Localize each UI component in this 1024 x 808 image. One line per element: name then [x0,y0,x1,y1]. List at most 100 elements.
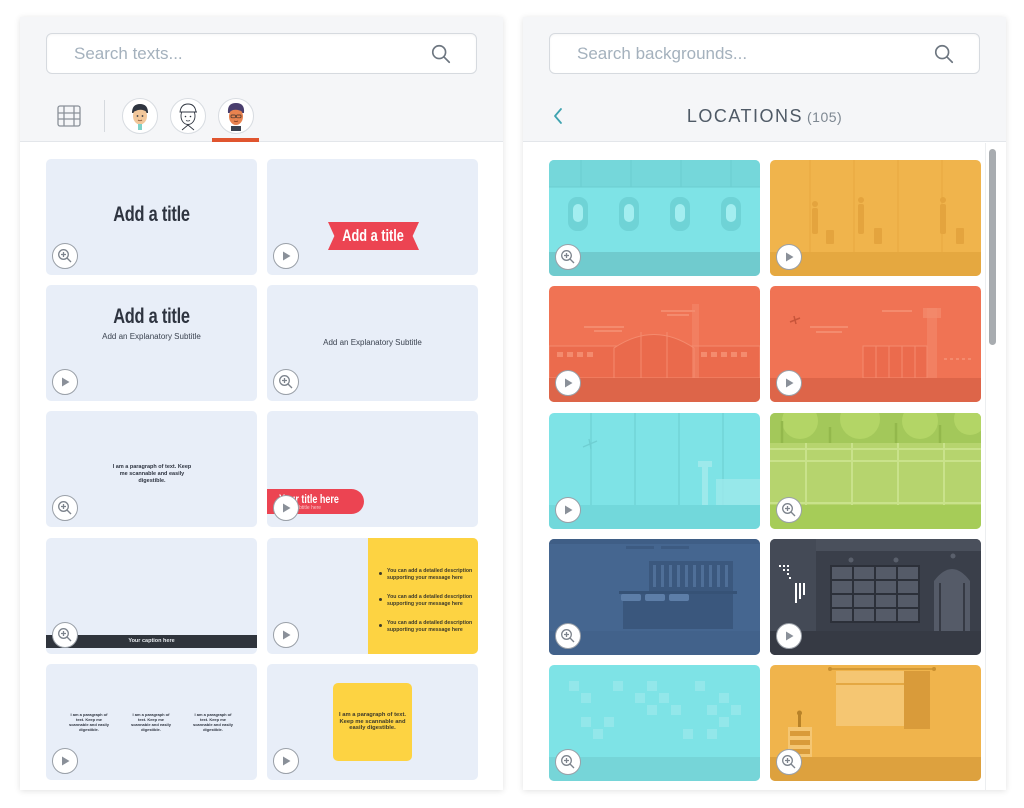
texts-panel: Add a title Add a title Add a title Add … [20,17,503,790]
play-button[interactable] [776,244,802,270]
play-icon [62,377,70,387]
zoom-in-icon [782,755,796,769]
play-icon [62,756,70,766]
background-card-tiled-wall[interactable] [549,665,760,781]
backgrounds-panel-header: LOCATIONS(105) [523,17,1006,142]
background-card-airport-travelers[interactable] [770,160,981,276]
play-button[interactable] [52,748,78,774]
zoom-in-icon [58,249,72,263]
bar-counter-illustration [549,539,760,655]
airport-travelers-illustration [770,160,981,276]
card-subtitle: Add an Explanatory Subtitle [102,332,201,341]
active-tab-indicator [212,138,259,142]
text-card-title-plain[interactable]: Add a title [46,159,257,275]
zoom-button[interactable] [555,623,581,649]
search-backgrounds-box[interactable] [549,33,980,74]
text-card-paragraph[interactable]: I am a paragraph of text. Keep me scanna… [46,411,257,527]
text-templates-grid: Add a title Add a title Add a title Add … [20,143,503,790]
text-card-three-paragraphs[interactable]: I am a paragraph of text. Keep me scanna… [46,664,257,780]
background-card-bar-counter[interactable] [549,539,760,655]
zoom-button[interactable] [52,622,78,648]
text-card-title-subtitle[interactable]: Add a title Add an Explanatory Subtitle [46,285,257,401]
card-title: Add a title [113,203,190,226]
texts-panel-header [20,17,503,142]
card-subtitle: Add an Explanatory Subtitle [323,338,422,347]
search-texts-input[interactable] [74,34,430,73]
scrollbar-thumb[interactable] [989,149,996,345]
play-icon [283,251,291,261]
background-card-dark-room[interactable] [770,539,981,655]
chevron-left-icon[interactable] [551,106,565,126]
bullet-item: You can add a detailed description suppo… [378,594,478,607]
zoom-in-icon [58,628,72,642]
tab-character-1[interactable] [122,98,158,134]
text-card-bullets[interactable]: You can add a detailed description suppo… [267,538,478,654]
caption-bar: Your caption here [46,635,257,648]
card-paragraph: I am a paragraph of text. Keep me scanna… [130,712,172,732]
zoom-button[interactable] [776,497,802,523]
background-card-control-tower[interactable] [770,286,981,402]
airport-window-illustration [549,413,760,529]
background-card-bedroom[interactable] [770,665,981,781]
play-button[interactable] [52,369,78,395]
tab-character-2[interactable] [170,98,206,134]
zoom-in-icon [561,755,575,769]
play-button[interactable] [273,495,299,521]
text-card-caption[interactable]: Your caption here [46,538,257,654]
tab-divider [104,100,105,132]
bullet-list-panel: You can add a detailed description suppo… [368,538,478,654]
text-card-paragraph-box[interactable]: I am a paragraph of text. Keep me scanna… [267,664,478,780]
zoom-button[interactable] [52,495,78,521]
search-backgrounds-input[interactable] [577,34,933,73]
category-count: (105) [807,109,843,125]
search-texts-box[interactable] [46,33,477,74]
play-icon [786,252,794,262]
background-card-airport-window[interactable] [549,413,760,529]
background-card-park-fence[interactable] [770,413,981,529]
text-card-title-ribbon[interactable]: Add a title [267,159,478,275]
background-card-airport-terminal[interactable] [549,286,760,402]
avatar-icon [132,104,148,130]
play-button[interactable] [776,623,802,649]
text-card-lower-third[interactable]: Your title here Subtitle here [267,411,478,527]
bullet-item: You can add a detailed description suppo… [378,568,478,581]
zoom-in-icon [561,629,575,643]
zoom-button[interactable] [776,749,802,775]
park-fence-illustration [770,413,981,529]
tiled-wall-illustration [549,681,760,781]
play-button[interactable] [273,748,299,774]
category-title: LOCATIONS (105) [523,106,1006,127]
bedroom-illustration [770,667,981,781]
play-button[interactable] [555,370,581,396]
zoom-in-icon [782,503,796,517]
play-button[interactable] [555,497,581,523]
zoom-in-icon [561,250,575,264]
play-icon [786,378,794,388]
card-title: Add a title [113,305,190,328]
zoom-button[interactable] [52,243,78,269]
backgrounds-grid [523,143,1006,790]
background-card-airplane-cabin[interactable] [549,160,760,276]
zoom-button[interactable] [555,244,581,270]
tab-character-3[interactable] [218,98,254,134]
card-title: Add a title [342,226,405,245]
paragraph-box: I am a paragraph of text. Keep me scanna… [333,683,412,761]
play-icon [786,631,794,641]
text-style-tabs [20,95,503,142]
search-icon[interactable] [430,43,452,65]
play-button[interactable] [776,370,802,396]
zoom-button[interactable] [555,749,581,775]
play-icon [283,503,291,513]
play-button[interactable] [273,243,299,269]
card-subtitle: Subtitle here [293,505,322,511]
text-card-subtitle-only[interactable]: Add an Explanatory Subtitle [267,285,478,401]
dark-room-illustration [770,539,981,655]
search-icon[interactable] [933,43,955,65]
grid-icon[interactable] [57,105,81,127]
category-name: LOCATIONS [686,106,803,126]
zoom-in-icon [279,375,293,389]
card-paragraph: I am a paragraph of text. Keep me scanna… [192,712,234,732]
avatar-outline-icon [179,103,197,131]
zoom-button[interactable] [273,369,299,395]
play-button[interactable] [273,622,299,648]
